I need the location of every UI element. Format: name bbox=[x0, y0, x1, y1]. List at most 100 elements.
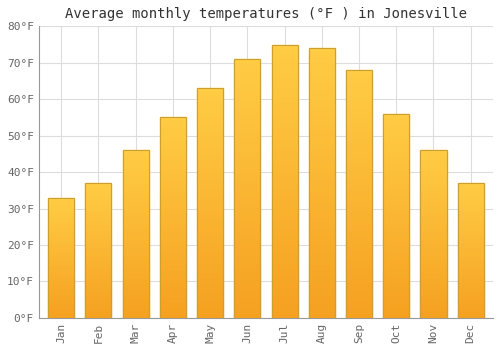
Bar bbox=[86, 303, 112, 304]
Bar bbox=[420, 154, 446, 155]
Bar bbox=[383, 234, 409, 236]
Bar bbox=[86, 232, 112, 233]
Bar bbox=[48, 219, 74, 220]
Bar bbox=[308, 232, 335, 234]
Bar bbox=[458, 187, 483, 188]
Bar bbox=[197, 144, 223, 146]
Bar bbox=[234, 134, 260, 137]
Bar bbox=[48, 267, 74, 268]
Bar bbox=[234, 245, 260, 248]
Bar bbox=[383, 228, 409, 230]
Bar bbox=[346, 187, 372, 189]
Bar bbox=[383, 300, 409, 302]
Bar bbox=[48, 294, 74, 295]
Bar bbox=[346, 139, 372, 142]
Bar bbox=[234, 90, 260, 93]
Bar bbox=[383, 122, 409, 124]
Bar bbox=[346, 122, 372, 125]
Bar bbox=[48, 245, 74, 246]
Bar bbox=[86, 310, 112, 311]
Bar bbox=[458, 291, 483, 292]
Bar bbox=[458, 252, 483, 253]
Bar bbox=[48, 277, 74, 278]
Bar bbox=[122, 211, 148, 212]
Bar bbox=[48, 270, 74, 271]
Bar bbox=[272, 97, 297, 99]
Bar bbox=[458, 303, 483, 304]
Bar bbox=[234, 170, 260, 173]
Bar bbox=[420, 175, 446, 177]
Bar bbox=[346, 142, 372, 145]
Bar bbox=[86, 278, 112, 279]
Bar bbox=[197, 307, 223, 309]
Bar bbox=[458, 288, 483, 289]
Bar bbox=[308, 102, 335, 105]
Bar bbox=[458, 203, 483, 205]
Bar bbox=[458, 280, 483, 281]
Bar bbox=[234, 168, 260, 170]
Bar bbox=[197, 113, 223, 116]
Bar bbox=[160, 140, 186, 141]
Bar bbox=[420, 264, 446, 266]
Bar bbox=[420, 294, 446, 296]
Bar bbox=[122, 298, 148, 300]
Bar bbox=[234, 80, 260, 82]
Bar bbox=[234, 274, 260, 276]
Bar bbox=[420, 293, 446, 294]
Bar bbox=[346, 298, 372, 301]
Bar bbox=[160, 280, 186, 282]
Bar bbox=[86, 313, 112, 314]
Bar bbox=[458, 197, 483, 198]
Bar bbox=[383, 138, 409, 140]
Bar bbox=[197, 235, 223, 238]
Bar bbox=[234, 111, 260, 113]
Bar bbox=[272, 162, 297, 165]
Bar bbox=[197, 185, 223, 187]
Bar bbox=[86, 317, 112, 318]
Bar bbox=[48, 199, 74, 200]
Bar bbox=[160, 314, 186, 316]
Bar bbox=[160, 310, 186, 312]
Bar bbox=[420, 269, 446, 271]
Bar bbox=[86, 296, 112, 298]
Bar bbox=[160, 232, 186, 234]
Bar bbox=[308, 48, 335, 318]
Bar bbox=[346, 159, 372, 162]
Bar bbox=[122, 304, 148, 306]
Bar bbox=[346, 214, 372, 216]
Bar bbox=[346, 234, 372, 236]
Bar bbox=[308, 194, 335, 197]
Bar bbox=[383, 210, 409, 212]
Bar bbox=[234, 69, 260, 72]
Bar bbox=[458, 306, 483, 307]
Bar bbox=[122, 207, 148, 209]
Bar bbox=[160, 180, 186, 182]
Bar bbox=[197, 222, 223, 224]
Bar bbox=[160, 294, 186, 296]
Bar bbox=[160, 224, 186, 226]
Bar bbox=[458, 286, 483, 287]
Bar bbox=[86, 306, 112, 307]
Bar bbox=[272, 77, 297, 80]
Bar bbox=[383, 161, 409, 163]
Bar bbox=[272, 272, 297, 274]
Bar bbox=[197, 293, 223, 295]
Bar bbox=[308, 313, 335, 315]
Bar bbox=[458, 241, 483, 243]
Bar bbox=[308, 164, 335, 167]
Bar bbox=[160, 278, 186, 280]
Bar bbox=[420, 222, 446, 224]
Bar bbox=[122, 259, 148, 261]
Bar bbox=[86, 197, 112, 198]
Bar bbox=[272, 236, 297, 239]
Bar bbox=[86, 183, 112, 318]
Bar bbox=[458, 257, 483, 259]
Bar bbox=[122, 237, 148, 239]
Bar bbox=[346, 100, 372, 102]
Bar bbox=[346, 288, 372, 290]
Bar bbox=[420, 266, 446, 268]
Bar bbox=[383, 185, 409, 187]
Bar bbox=[48, 256, 74, 257]
Bar bbox=[86, 307, 112, 308]
Bar bbox=[197, 309, 223, 311]
